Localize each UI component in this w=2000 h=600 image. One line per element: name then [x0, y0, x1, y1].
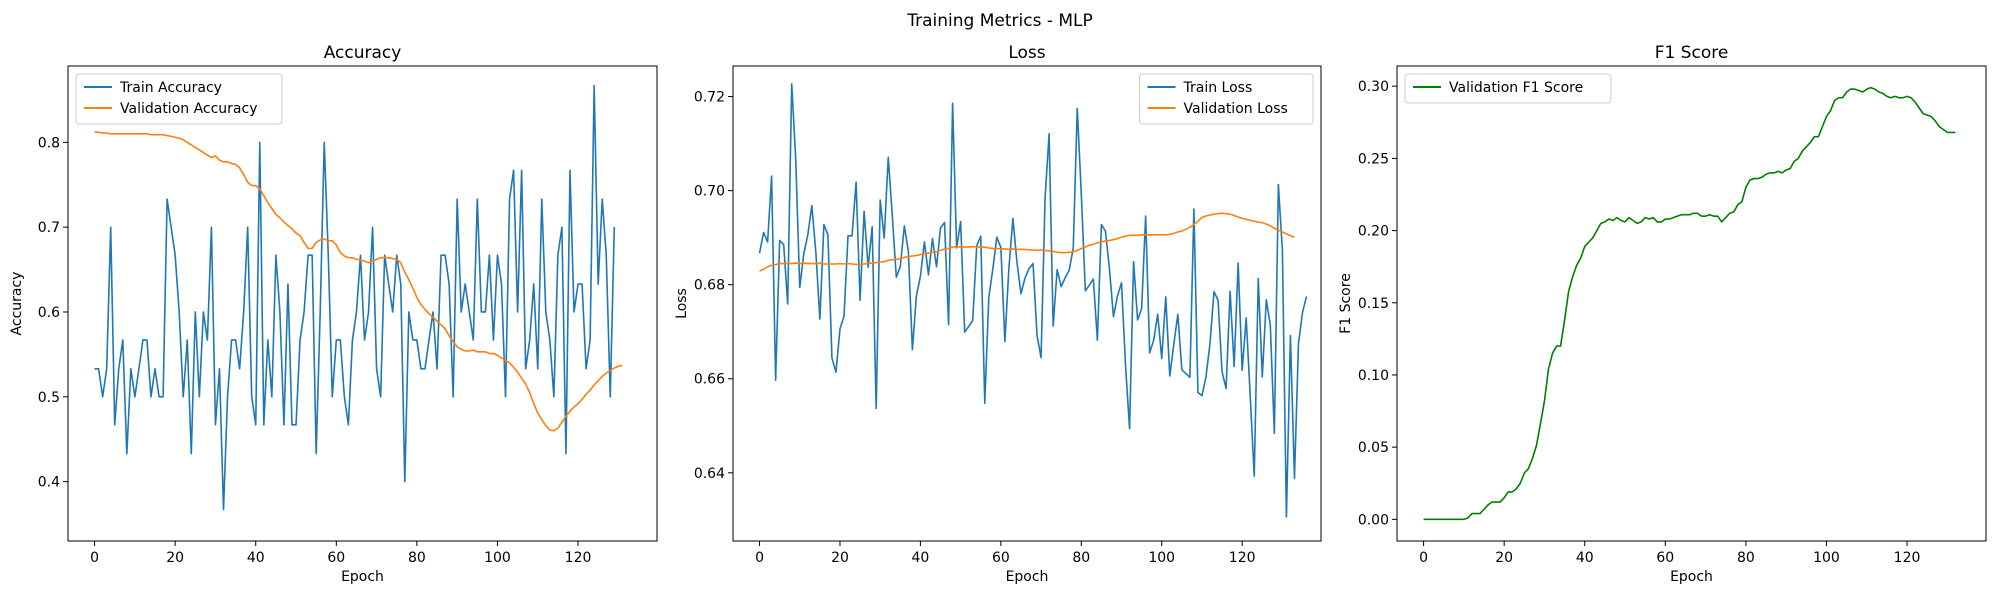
y-tick-label: 0.4 — [38, 475, 60, 491]
x-axis-label: Epoch — [1670, 569, 1713, 585]
x-tick-label: 100 — [1813, 550, 1840, 566]
x-tick-label: 20 — [831, 550, 849, 566]
legend-label: Validation Loss — [1184, 101, 1288, 117]
subplot-title: Accuracy — [324, 43, 402, 63]
x-tick-label: 40 — [912, 550, 930, 566]
series-line-validation-accuracy — [94, 131, 623, 432]
y-tick-label: 0.5 — [38, 390, 60, 406]
subplot-title: Loss — [1008, 43, 1045, 63]
legend: Train Accuracy Validation Accuracy — [75, 73, 283, 125]
y-tick-label: 0.68 — [694, 278, 725, 294]
x-tick-label: 60 — [327, 550, 345, 566]
y-tick-label: 0.64 — [694, 466, 725, 482]
y-axis-label: F1 Score — [1338, 273, 1354, 334]
x-tick-label: 20 — [166, 550, 184, 566]
x-tick-label: 120 — [1894, 550, 1921, 566]
y-tick-label: 0.25 — [1358, 151, 1389, 167]
x-tick-label: 80 — [1737, 550, 1755, 566]
y-tick-label: 0.8 — [38, 135, 60, 151]
x-tick-label: 40 — [247, 550, 265, 566]
legend-label: Validation Accuracy — [120, 101, 258, 117]
y-axis-label: Accuracy — [9, 272, 25, 336]
x-axis-label: Epoch — [1006, 569, 1049, 585]
legend: Train Loss Validation Loss — [1139, 73, 1314, 125]
legend-box — [1139, 73, 1314, 125]
y-tick-label: 0.6 — [38, 305, 60, 321]
x-tick-label: 80 — [1072, 550, 1090, 566]
x-tick-label: 20 — [1495, 550, 1513, 566]
subplot-title: F1 Score — [1655, 43, 1729, 63]
x-tick-label: 120 — [565, 550, 592, 566]
legend-box — [75, 73, 283, 125]
x-tick-label: 40 — [1576, 550, 1594, 566]
series-line-train-accuracy — [94, 84, 616, 511]
legend: Validation F1 Score — [1404, 73, 1612, 104]
x-tick-label: 100 — [484, 550, 511, 566]
y-tick-label: 0.70 — [694, 184, 725, 200]
x-tick-label: 0 — [755, 550, 764, 566]
x-tick-label: 120 — [1229, 550, 1256, 566]
y-tick-label: 0.20 — [1358, 224, 1389, 240]
x-tick-label: 80 — [408, 550, 426, 566]
y-tick-label: 0.66 — [694, 372, 725, 388]
y-tick-label: 0.05 — [1358, 440, 1389, 456]
figure-suptitle: Training Metrics - MLP — [906, 11, 1093, 31]
subplot-accuracy: 0 20 40 60 80 100 120 0.4 0.5 0.6 0.7 0.8 Accuracy Ep… — [9, 43, 658, 585]
legend-label: Train Accuracy — [119, 80, 222, 96]
x-tick-label: 100 — [1148, 550, 1175, 566]
series-line-validation-loss — [759, 212, 1295, 272]
axes-frame — [67, 65, 658, 542]
y-tick-label: 0.72 — [694, 90, 725, 106]
x-tick-label: 60 — [992, 550, 1010, 566]
y-axis-label: Loss — [674, 288, 690, 319]
legend-label: Validation F1 Score — [1449, 80, 1583, 96]
x-tick-label: 0 — [90, 550, 99, 566]
axes-frame — [1396, 65, 1987, 542]
legend-label: Train Loss — [1183, 80, 1253, 96]
x-axis-label: Epoch — [341, 569, 384, 585]
axes-frame — [732, 65, 1322, 542]
y-tick-label: 0.30 — [1358, 79, 1389, 95]
x-tick-label: 60 — [1656, 550, 1674, 566]
series-line-validation-f1-score — [1423, 86, 1956, 521]
y-tick-label: 0.10 — [1358, 368, 1389, 384]
subplots: 0 20 40 60 80 100 120 0.4 0.5 0.6 0.7 0.8 Accuracy Ep… — [9, 43, 1987, 585]
x-tick-label: 0 — [1419, 550, 1428, 566]
legend-box — [1404, 73, 1612, 104]
series-line-train-loss — [758, 83, 1308, 518]
subplot-loss: 0 20 40 60 80 100 120 0.64 0.66 0.68 0.70 0.72 Loss E… — [674, 43, 1322, 585]
y-tick-label: 0.00 — [1358, 512, 1389, 528]
subplot-f1-score: 0 20 40 60 80 100 120 0.00 0.05 0.10 0.15 0.20 0.25 0… — [1338, 43, 1987, 585]
y-tick-label: 0.15 — [1358, 296, 1389, 312]
y-tick-label: 0.7 — [38, 220, 60, 236]
